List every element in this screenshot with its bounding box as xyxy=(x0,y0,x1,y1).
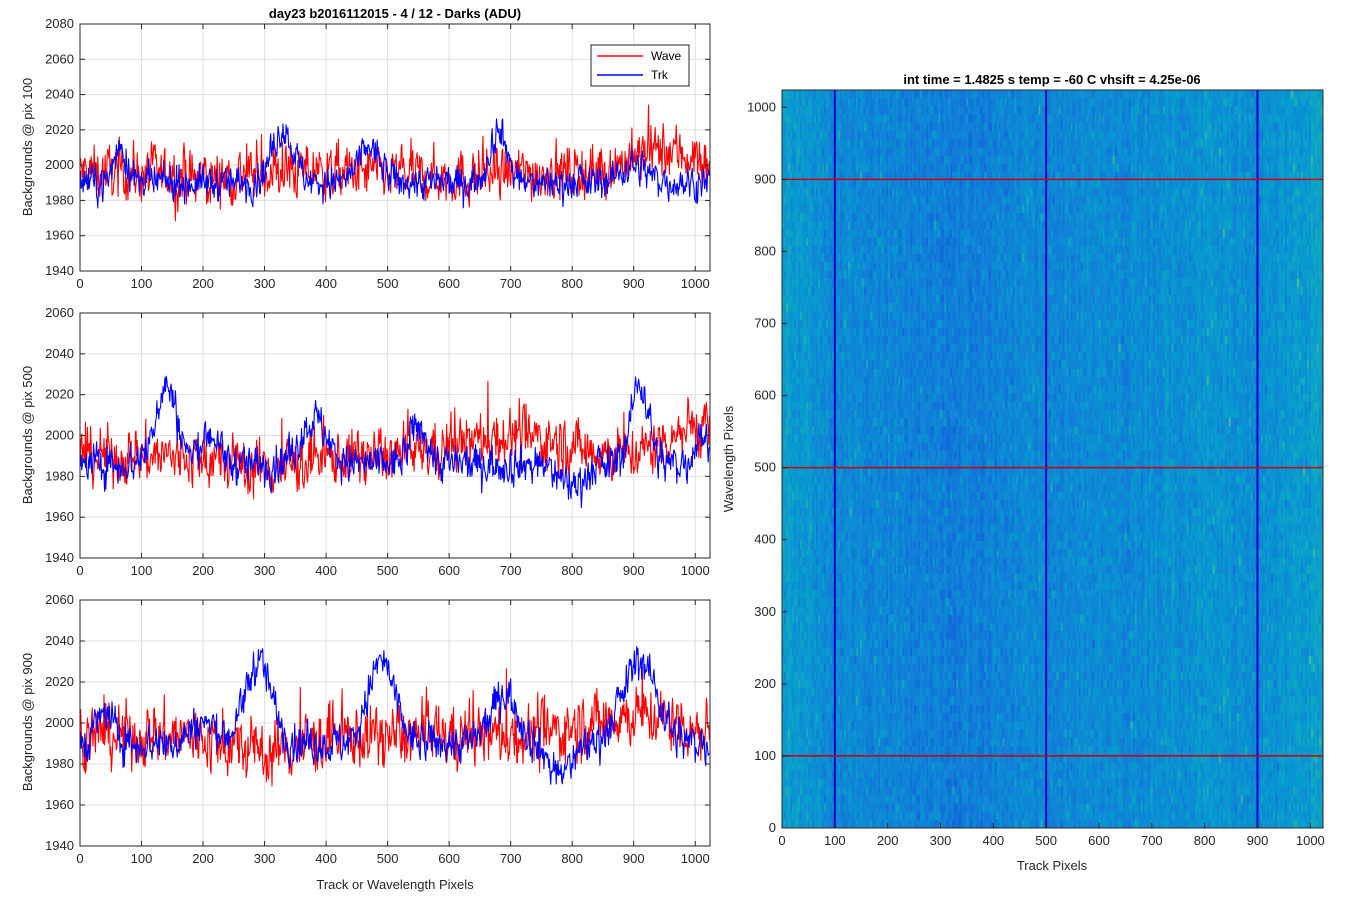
y-tick-label: 2040 xyxy=(45,87,74,102)
x-tick-label: 600 xyxy=(438,563,460,578)
figure-title: day23 b2016112015 - 4 / 12 - Darks (ADU) xyxy=(269,6,521,21)
x-tick-label: 1000 xyxy=(681,851,710,866)
x-tick-label: 900 xyxy=(623,276,645,291)
y-tick-label: 0 xyxy=(769,820,776,835)
heatmap-chart: int time = 1.4825 s temp = -60 C vhsift … xyxy=(721,72,1325,873)
y-tick-label: 900 xyxy=(754,171,776,186)
x-tick-label: 800 xyxy=(561,851,583,866)
x-tick-label: 400 xyxy=(315,276,337,291)
x-tick-label: 1000 xyxy=(1296,833,1325,848)
y-tick-label: 2000 xyxy=(45,428,74,443)
x-tick-label: 700 xyxy=(500,563,522,578)
x-tick-label: 600 xyxy=(1088,833,1110,848)
x-tick-label: 900 xyxy=(623,851,645,866)
x-tick-label: 600 xyxy=(438,851,460,866)
x-tick-label: 200 xyxy=(877,833,899,848)
y-tick-label: 2020 xyxy=(45,387,74,402)
x-tick-label: 0 xyxy=(76,851,83,866)
y-tick-label: 800 xyxy=(754,243,776,258)
y-tick-label: 2060 xyxy=(45,305,74,320)
heatmap-title: int time = 1.4825 s temp = -60 C vhsift … xyxy=(903,72,1200,87)
x-tick-label: 0 xyxy=(778,833,785,848)
y-tick-label: 1960 xyxy=(45,797,74,812)
y-tick-label: 700 xyxy=(754,316,776,331)
legend-label-trk: Trk xyxy=(651,68,669,82)
y-tick-label: 600 xyxy=(754,388,776,403)
series-line-trk xyxy=(79,646,710,785)
y-tick-label: 1980 xyxy=(45,192,74,207)
y-tick-label: 2000 xyxy=(45,157,74,172)
y-axis-label: Backgrounds @ pix 500 xyxy=(20,366,35,504)
y-tick-label: 1940 xyxy=(45,838,74,853)
y-tick-label: 1940 xyxy=(45,263,74,278)
x-tick-label: 300 xyxy=(930,833,952,848)
y-axis-label: Backgrounds @ pix 100 xyxy=(20,78,35,216)
x-tick-label: 700 xyxy=(500,276,522,291)
y-tick-label: 100 xyxy=(754,748,776,763)
x-tick-label: 0 xyxy=(76,276,83,291)
series-line-trk xyxy=(79,118,710,209)
x-tick-label: 300 xyxy=(254,851,276,866)
x-tick-label: 100 xyxy=(131,276,153,291)
y-tick-label: 1980 xyxy=(45,468,74,483)
x-tick-label: 500 xyxy=(1035,833,1057,848)
heatmap-image xyxy=(782,90,1324,829)
y-tick-label: 200 xyxy=(754,676,776,691)
x-tick-label: 700 xyxy=(500,851,522,866)
y-tick-label: 1940 xyxy=(45,550,74,565)
x-tick-label: 200 xyxy=(192,276,214,291)
x-tick-label: 500 xyxy=(377,851,399,866)
x-tick-label: 200 xyxy=(192,851,214,866)
x-tick-label: 500 xyxy=(377,563,399,578)
x-tick-label: 800 xyxy=(1194,833,1216,848)
y-tick-label: 2040 xyxy=(45,633,74,648)
y-tick-label: 1960 xyxy=(45,228,74,243)
y-tick-label: 1960 xyxy=(45,509,74,524)
y-tick-label: 300 xyxy=(754,604,776,619)
x-tick-label: 400 xyxy=(315,851,337,866)
x-tick-label: 400 xyxy=(315,563,337,578)
x-tick-label: 1000 xyxy=(681,563,710,578)
x-axis-label: Track or Wavelength Pixels xyxy=(316,877,474,892)
legend-label-wave: Wave xyxy=(651,49,682,63)
x-tick-label: 300 xyxy=(254,563,276,578)
x-tick-label: 0 xyxy=(76,563,83,578)
y-tick-label: 400 xyxy=(754,532,776,547)
x-tick-label: 600 xyxy=(438,276,460,291)
y-tick-label: 2060 xyxy=(45,592,74,607)
y-tick-label: 1000 xyxy=(747,99,776,114)
y-axis-label: Backgrounds @ pix 900 xyxy=(20,653,35,791)
x-tick-label: 100 xyxy=(824,833,846,848)
line-chart-pix-500: 0 100 200 300 400 500 600 700 800 900 1000 1940 1960… xyxy=(20,305,711,578)
line-chart-pix-900: 0 100 200 300 400 500 600 700 800 900 1000 1940 1960… xyxy=(20,592,711,892)
y-axis-label: Wavelength Pixels xyxy=(721,405,736,512)
x-tick-label: 100 xyxy=(131,851,153,866)
x-tick-label: 700 xyxy=(1141,833,1163,848)
x-tick-label: 800 xyxy=(561,276,583,291)
y-tick-label: 2080 xyxy=(45,16,74,31)
x-tick-label: 500 xyxy=(377,276,399,291)
x-tick-label: 900 xyxy=(623,563,645,578)
y-tick-label: 500 xyxy=(754,460,776,475)
y-tick-label: 2020 xyxy=(45,122,74,137)
x-tick-label: 100 xyxy=(131,563,153,578)
y-tick-label: 1980 xyxy=(45,756,74,771)
x-tick-label: 300 xyxy=(254,276,276,291)
x-tick-label: 200 xyxy=(192,563,214,578)
y-tick-label: 2000 xyxy=(45,715,74,730)
x-axis-label: Track Pixels xyxy=(1017,858,1088,873)
x-tick-label: 400 xyxy=(982,833,1004,848)
series-line-trk xyxy=(79,375,710,509)
series-line-wave xyxy=(79,380,710,500)
y-tick-label: 2060 xyxy=(45,51,74,66)
x-tick-label: 1000 xyxy=(681,276,710,291)
y-tick-label: 2020 xyxy=(45,674,74,689)
x-tick-label: 800 xyxy=(561,563,583,578)
y-tick-label: 2040 xyxy=(45,346,74,361)
line-chart-pix-100: day23 b2016112015 - 4 / 12 - Darks (ADU)… xyxy=(20,6,711,291)
x-tick-label: 900 xyxy=(1247,833,1269,848)
legend: Wave Trk xyxy=(590,44,690,87)
